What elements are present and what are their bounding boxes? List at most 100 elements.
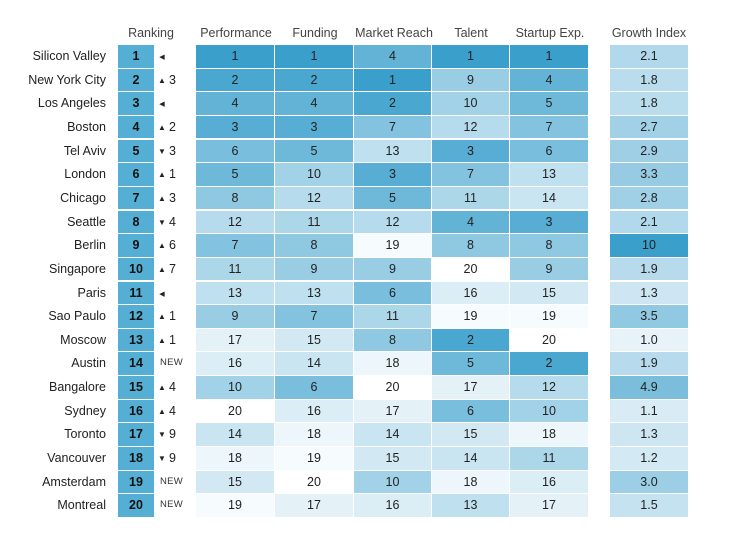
city-label: London [64, 167, 106, 182]
header-ranking: Ranking [128, 26, 174, 40]
metric-cell: 17 [354, 399, 431, 423]
rank-cell: 15 [118, 376, 154, 399]
rank-change: ◀ [157, 282, 193, 305]
metric-cell: 2 [354, 92, 431, 115]
metric-cell: 16 [510, 470, 588, 494]
metric-cell: 19 [354, 234, 431, 257]
metric-cell: 9 [275, 257, 353, 281]
rank-change: ▼ 3 [157, 140, 193, 163]
triangle-up-icon: ▲ [158, 335, 166, 345]
rank-change: NEW [160, 499, 184, 511]
triangle-up-icon: ▲ [158, 170, 166, 180]
rank-change: ▲ 1 [157, 305, 193, 328]
metric-cell: 1 [354, 68, 431, 92]
metric-cell: 16 [432, 281, 509, 304]
rank-change: NEW [160, 357, 184, 369]
metric-cell: 1 [510, 45, 588, 68]
triangle-up-icon: ▲ [158, 122, 166, 132]
rank-cell: 3 [118, 92, 154, 115]
rank-change: ▼ 4 [157, 211, 193, 234]
metric-cell: 3 [275, 115, 353, 139]
metric-cell: 14 [432, 447, 509, 470]
metric-cell: 8 [510, 234, 588, 257]
rank-cell: 9 [118, 234, 154, 257]
metric-cell: 19 [510, 305, 588, 328]
triangle-up-icon: ▲ [158, 75, 166, 85]
rank-change: ▲ 4 [157, 400, 193, 423]
metric-cell: 5 [275, 139, 353, 163]
metric-cell: 20 [510, 328, 588, 352]
metric-cell: 18 [510, 423, 588, 446]
metric-cell: 4 [510, 68, 588, 92]
metric-cell: 17 [432, 376, 509, 399]
rank-change: ▲ 6 [157, 234, 193, 257]
rank-change: ▲ 3 [157, 187, 193, 210]
triangle-up-icon: ▲ [158, 241, 166, 251]
city-label: Sao Paulo [48, 309, 106, 324]
header-market-reach: Market Reach [355, 26, 433, 40]
metric-cell: 14 [275, 352, 353, 375]
metric-cell: 20 [432, 257, 509, 281]
triangle-down-icon: ▼ [158, 217, 166, 227]
city-label: Bangalore [49, 380, 106, 395]
metric-cell: 6 [432, 399, 509, 423]
metric-cell: 4 [196, 92, 274, 115]
growth-index-cell: 1.0 [610, 328, 688, 352]
triangle-down-icon: ▼ [158, 454, 166, 464]
metric-cell: 19 [432, 305, 509, 328]
metric-cell: 12 [354, 210, 431, 234]
triangle-up-icon: ▲ [158, 264, 166, 274]
rank-cell: 6 [118, 163, 154, 186]
metric-cell: 20 [196, 399, 274, 423]
rank-cell: 18 [118, 447, 154, 470]
rank-cell: 2 [118, 68, 154, 92]
header-growth-index: Growth Index [611, 26, 687, 40]
metric-cell: 3 [510, 210, 588, 234]
growth-index-cell: 1.8 [610, 68, 688, 92]
rank-change-value: 1 [169, 309, 176, 324]
metric-cell: 14 [510, 186, 588, 210]
rank-change-value: 1 [169, 332, 176, 347]
city-label: Montreal [57, 498, 106, 513]
metric-cell: 20 [354, 376, 431, 399]
metric-cell: 9 [510, 257, 588, 281]
growth-index-cell: 3.0 [610, 470, 688, 494]
metric-cell: 18 [432, 470, 509, 494]
metric-cell: 12 [196, 210, 274, 234]
metric-cell: 9 [432, 68, 509, 92]
metric-cell: 5 [510, 92, 588, 115]
metric-cell: 10 [196, 376, 274, 399]
metric-cell: 20 [275, 470, 353, 494]
metric-cell: 2 [275, 68, 353, 92]
rank-cell: 4 [118, 115, 154, 139]
growth-index-cell: 2.8 [610, 186, 688, 210]
triangle-up-icon: ▲ [158, 312, 166, 322]
metric-cell: 15 [510, 281, 588, 304]
metric-cell: 18 [354, 352, 431, 375]
growth-index-cell: 4.9 [610, 376, 688, 399]
header-performance: Performance [200, 26, 272, 40]
city-label: Boston [67, 119, 106, 134]
rank-cell: 10 [118, 257, 154, 281]
rank-change-value: 4 [169, 403, 176, 418]
triangle-up-icon: ▲ [158, 193, 166, 203]
city-label: Paris [77, 285, 106, 300]
metric-cell: 4 [354, 45, 431, 68]
growth-index-cell: 2.9 [610, 139, 688, 163]
rank-change: NEW [160, 475, 184, 487]
header-talent: Talent [454, 26, 488, 40]
rank-cell: 5 [118, 139, 154, 163]
growth-index-cell: 1.9 [610, 257, 688, 281]
growth-index-cell: 1.3 [610, 281, 688, 304]
triangle-left-icon: ◀ [159, 101, 165, 109]
metric-cell: 14 [196, 423, 274, 446]
rank-change-value: 4 [169, 214, 176, 229]
triangle-down-icon: ▼ [158, 430, 166, 440]
header-startup-exp: Startup Exp. [515, 26, 585, 40]
metric-cell: 9 [196, 305, 274, 328]
rank-change: ▲ 2 [157, 116, 193, 139]
metric-cell: 11 [510, 447, 588, 470]
rank-cell: 8 [118, 210, 154, 234]
metric-cell: 16 [354, 494, 431, 517]
